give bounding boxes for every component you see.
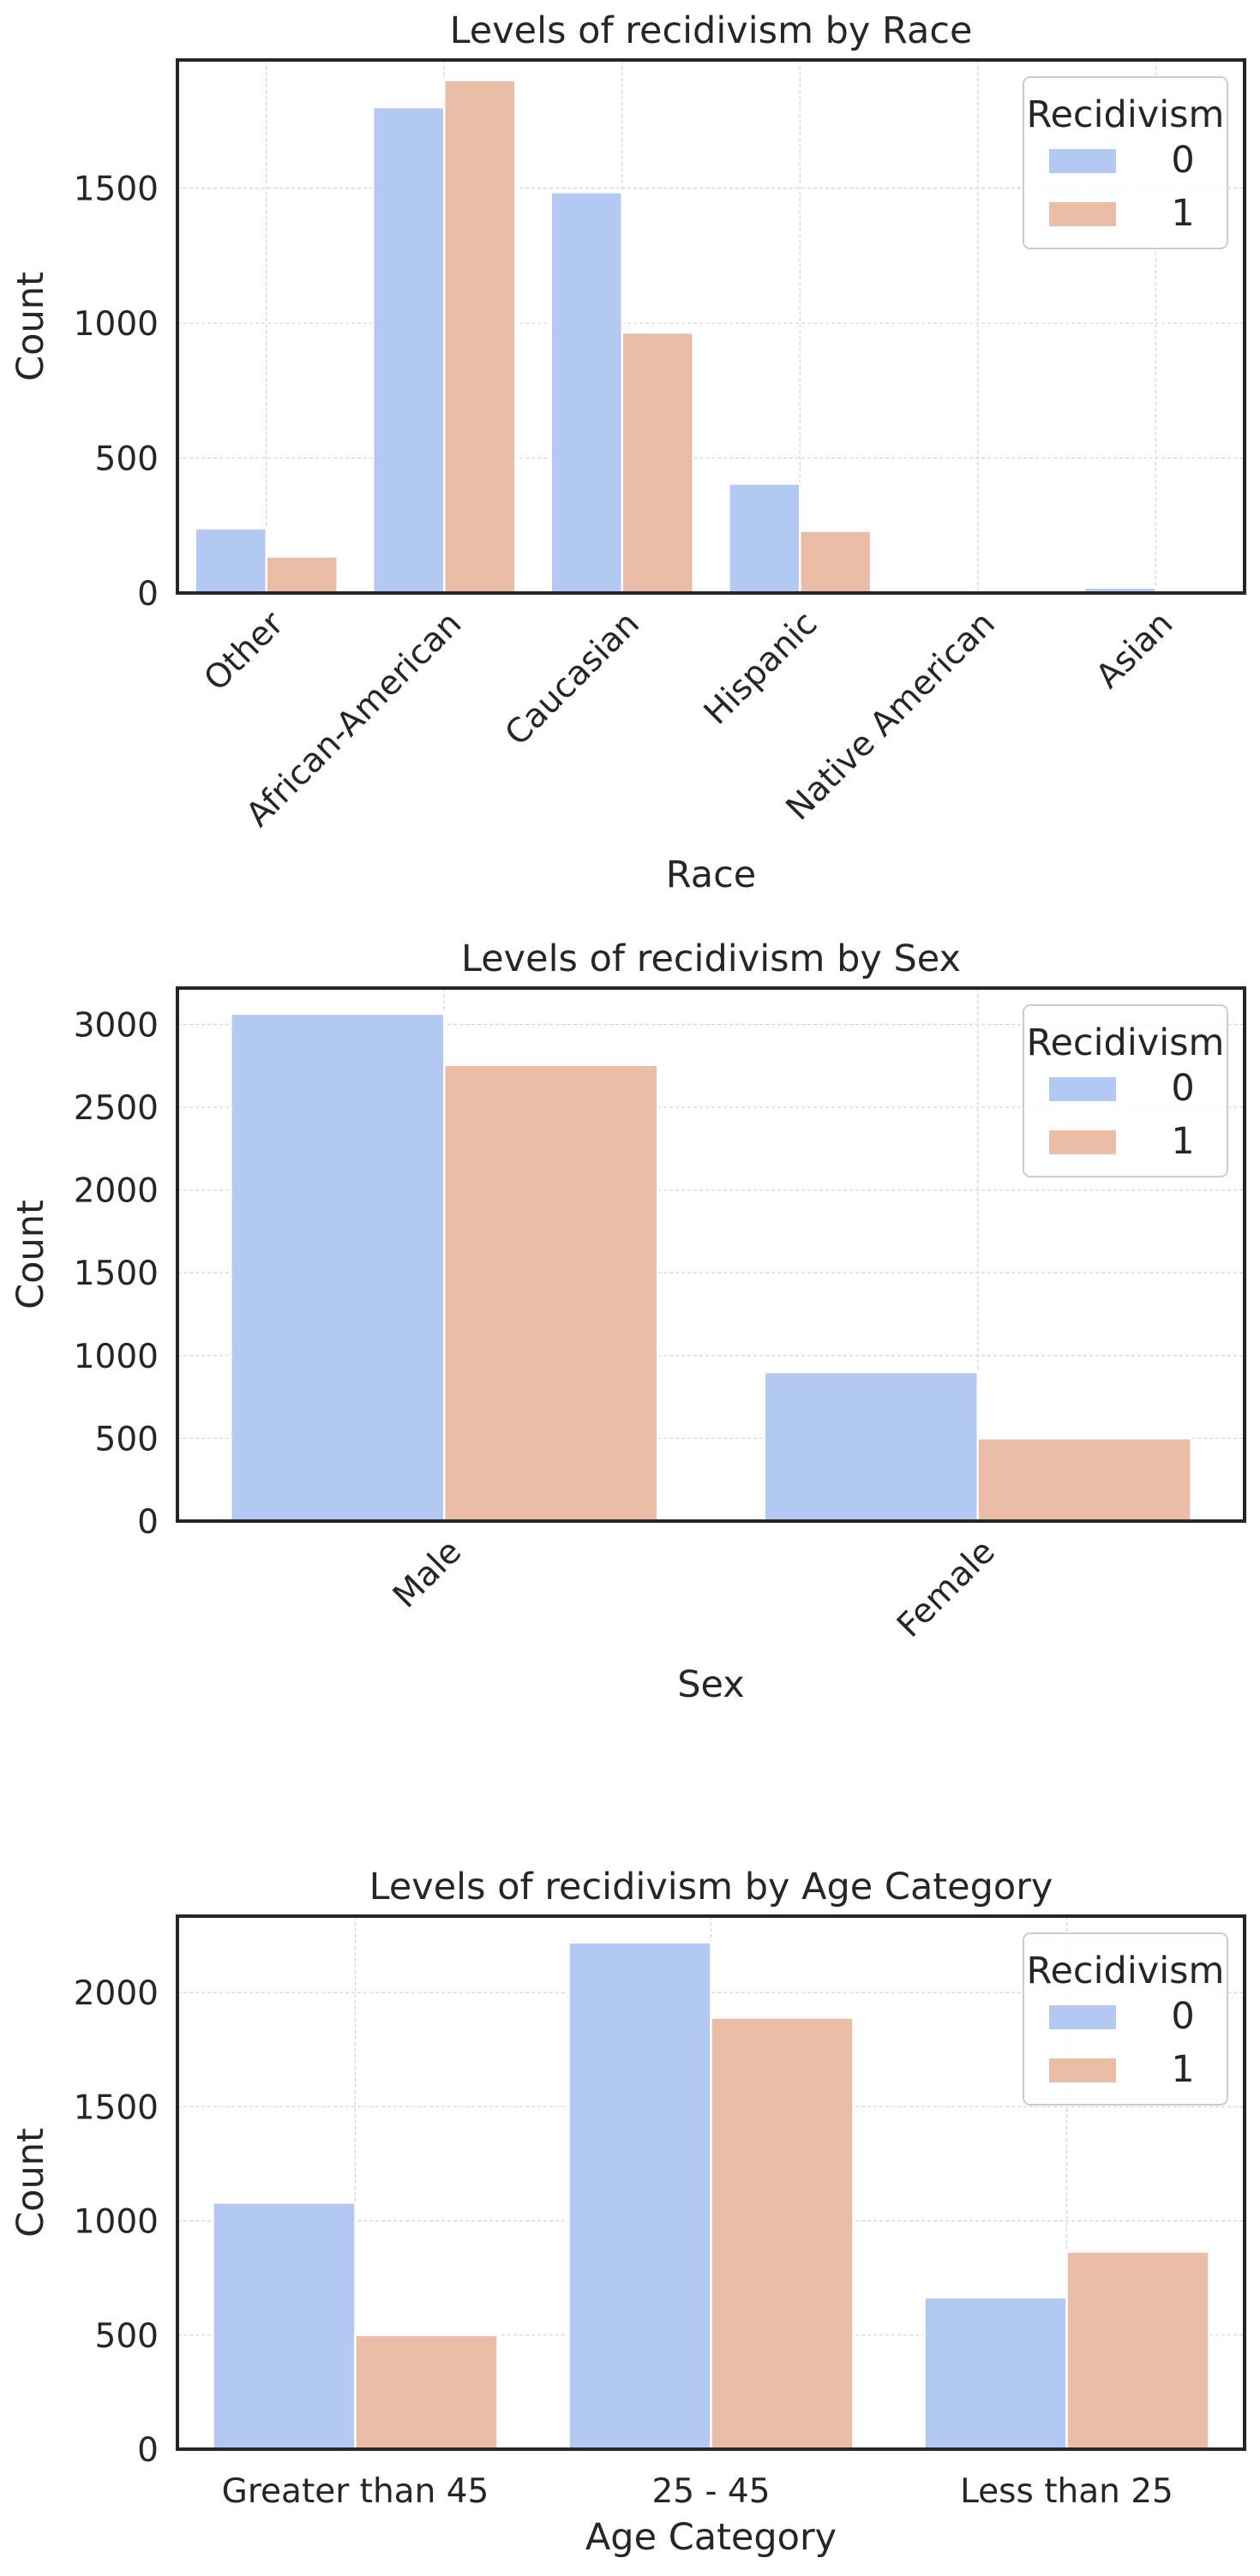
x-tick-label: Hispanic [697,604,825,732]
x-tick-label: Male [386,1532,469,1615]
bars [230,1012,1192,1523]
legend-swatch-1 [1049,1130,1116,1154]
y-tick-label: 3000 [74,1006,159,1045]
bar-series-1-other [265,555,339,595]
bar-series-0-caucasian [549,191,623,595]
y-tick-label: 0 [137,1503,159,1542]
y-tick-label: 2000 [74,1974,159,2013]
chart-title: Levels of recidivism by Sex [461,938,961,980]
legend-label: 1 [1171,1120,1194,1163]
bar-series-0-greater-than-45 [212,2202,357,2451]
y-tick-label: 1000 [74,1338,159,1376]
y-tick-label: 0 [137,575,159,614]
x-tick-label: Asian [1089,604,1180,696]
legend-swatch-1 [1049,2058,1116,2082]
legend-label: 0 [1171,1067,1194,1110]
bar-series-0-hispanic [728,482,801,595]
y-tick-label: 1500 [74,2088,159,2127]
plot-frame [176,986,1246,1523]
y-tick-label: 500 [95,440,159,479]
y-tick-label: 2500 [74,1089,159,1128]
y-axis-label: Count [9,2128,52,2238]
x-tick-label: Other [197,604,292,699]
bars [212,1941,1210,2451]
bar-series-0-25-45 [567,1941,712,2451]
bar-series-1-greater-than-45 [354,2333,499,2451]
bar-series-1-caucasian [621,331,694,595]
y-tick-label: 1500 [74,171,159,209]
x-axis-label: Age Category [585,2516,837,2559]
chart-panel-2: 0 500 1000 1500 2000 2500 3000 Male Female Levels… [9,938,1246,1706]
bar-series-1-male [443,1063,659,1523]
bar-series-0-african-american [372,105,446,595]
y-tick-label: 500 [95,2317,159,2356]
bar-series-1-hispanic [799,530,873,595]
legend-swatch-0 [1049,1077,1116,1101]
bar-series-1-less-than-25 [1065,2250,1210,2451]
x-tick-label: Caucasian [498,604,647,753]
plot-frame [176,58,1246,595]
x-axis-label: Sex [677,1663,744,1706]
y-axis-label: Count [9,1200,52,1309]
legend-label: 0 [1171,139,1194,182]
chart-title: Levels of recidivism by Age Category [369,1866,1053,1908]
plot-frame [176,1914,1246,2451]
y-tick-label: 500 [95,1420,159,1459]
chart-title: Levels of recidivism by Race [450,9,973,52]
legend-label: 0 [1171,1995,1194,2038]
legend-label: 1 [1171,2048,1194,2091]
bar-series-1-african-american [443,79,517,595]
legend-label: 1 [1171,192,1194,235]
bar-series-0-male [230,1012,446,1523]
legend-title: Recidivism [1027,1021,1225,1064]
x-tick-label: Greater than 45 [222,2472,489,2511]
y-tick-label: 2000 [74,1172,159,1211]
x-axis-label: Race [666,854,756,896]
legend-swatch-0 [1049,149,1116,173]
y-axis-label: Count [9,272,52,381]
legend-title: Recidivism [1027,1950,1225,1992]
x-tick-label: 25 - 45 [651,2472,770,2511]
y-tick-label: 1000 [74,305,159,344]
x-tick-label: Female [890,1532,1003,1645]
legend-swatch-0 [1049,2005,1116,2029]
bar-series-0-other [194,527,267,595]
x-tick-label: Less than 25 [960,2472,1173,2511]
legend-swatch-1 [1049,202,1116,226]
bar-series-0-less-than-25 [923,2296,1068,2451]
bar-series-0-female [763,1370,979,1523]
chart-panel-3: 0 500 1000 1500 2000 Greater than 45 25 - 45 Le… [9,1866,1246,2559]
bar-series-1-25-45 [710,2016,855,2451]
bar-series-1-female [976,1437,1192,1523]
y-tick-label: 1500 [74,1255,159,1293]
legend-title: Recidivism [1027,93,1225,136]
y-tick-label: 0 [137,2431,159,2470]
y-tick-label: 1000 [74,2203,159,2242]
